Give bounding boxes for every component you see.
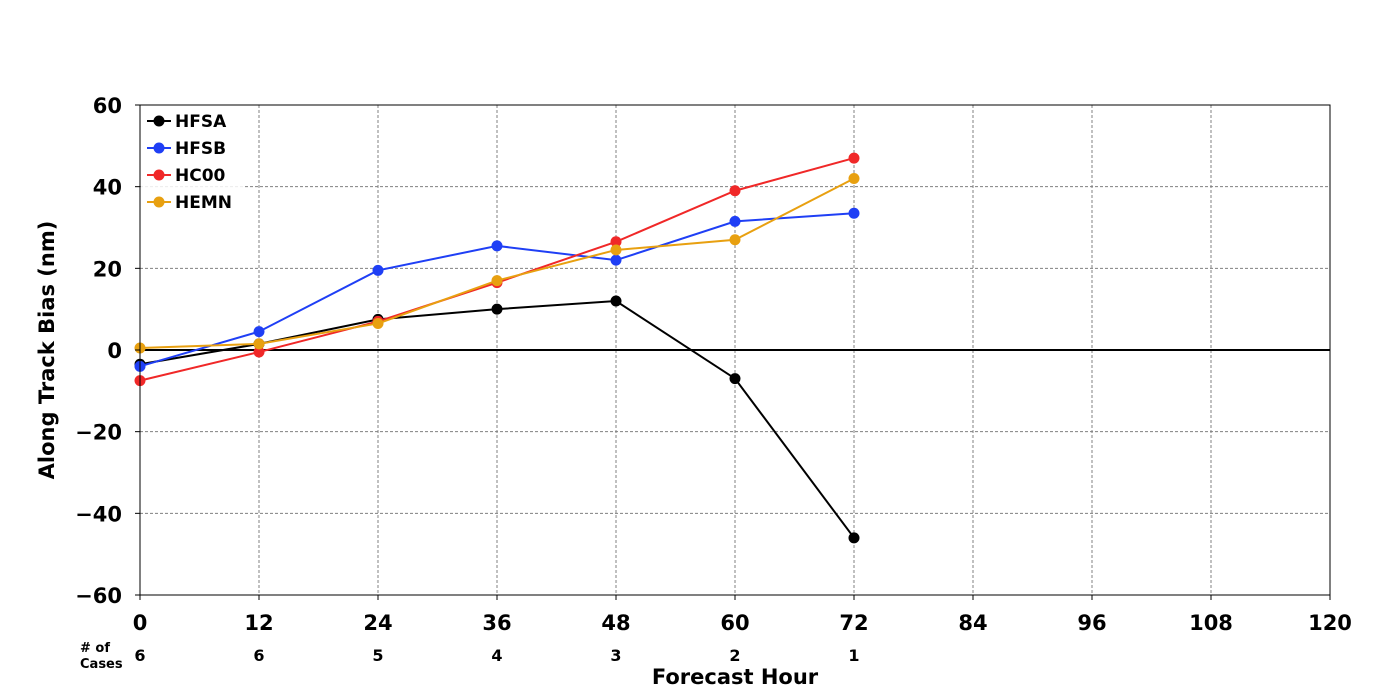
series-hemn xyxy=(134,173,860,354)
data-point xyxy=(610,295,622,307)
y-tick-label: 40 xyxy=(93,176,122,200)
legend-marker xyxy=(153,115,165,127)
legend-item-hemn: HEMN xyxy=(147,193,232,213)
data-point xyxy=(372,264,384,276)
data-point xyxy=(253,346,265,358)
y-tick-label: 0 xyxy=(107,339,122,363)
x-tick-label: 0 xyxy=(133,611,148,635)
cases-count: 4 xyxy=(491,646,502,665)
x-tick-label: 108 xyxy=(1189,611,1233,635)
y-axis-label: Along Track Bias (nm) xyxy=(35,221,59,480)
data-point xyxy=(848,532,860,544)
legend-label: HC00 xyxy=(175,166,226,186)
cases-count: 3 xyxy=(610,646,621,665)
cases-count: 6 xyxy=(253,646,264,665)
data-point xyxy=(729,185,741,197)
x-tick-label: 120 xyxy=(1308,611,1352,635)
data-point xyxy=(848,207,860,219)
cases-row: # of Cases 6 6 5 4 3 2 1 xyxy=(80,641,860,672)
legend: HFSA HFSB HC00 HEMN xyxy=(141,106,243,220)
legend-item-hfsb: HFSB xyxy=(147,139,226,159)
y-tick-label: 60 xyxy=(93,94,122,118)
y-tick-label: −60 xyxy=(75,584,122,608)
legend-marker xyxy=(153,142,165,154)
cases-count: 6 xyxy=(134,646,145,665)
x-axis-label: Forecast Hour xyxy=(652,665,819,689)
data-point xyxy=(491,240,503,252)
x-tick-label: 84 xyxy=(958,611,987,635)
data-point xyxy=(848,173,860,184)
data-point xyxy=(253,326,265,338)
x-tick-label: 48 xyxy=(601,611,630,635)
legend-item-hfsa: HFSA xyxy=(147,112,227,132)
data-point xyxy=(610,244,622,256)
data-point xyxy=(491,275,503,287)
legend-label: HFSA xyxy=(175,112,227,132)
x-tick-label: 96 xyxy=(1077,611,1106,635)
data-point xyxy=(253,338,265,350)
x-tick-label: 60 xyxy=(720,611,749,635)
data-point xyxy=(729,215,741,227)
data-point xyxy=(729,234,741,246)
cases-count: 5 xyxy=(372,646,383,665)
x-tick-label: 36 xyxy=(482,611,511,635)
data-point xyxy=(372,317,384,329)
series-layer xyxy=(134,152,860,544)
x-tick-label: 24 xyxy=(363,611,392,635)
legend-marker xyxy=(153,169,165,181)
cases-count: 2 xyxy=(729,646,740,665)
legend-item-hc00: HC00 xyxy=(147,166,226,186)
x-tick-label: 72 xyxy=(839,611,868,635)
y-tick-labels: 60 40 20 0 −20 −40 −60 xyxy=(75,94,140,608)
cases-label-line1: # of xyxy=(80,641,110,656)
cases-count: 1 xyxy=(848,646,859,665)
legend-label: HEMN xyxy=(175,193,232,213)
legend-label: HFSB xyxy=(175,139,226,159)
x-tick-label: 12 xyxy=(244,611,273,635)
series-hfsb xyxy=(134,207,860,372)
x-tick-labels: 0 12 24 36 48 60 72 84 96 108 120 xyxy=(133,595,1352,635)
y-tick-label: −40 xyxy=(75,502,122,526)
data-point xyxy=(491,303,503,315)
data-point xyxy=(610,236,622,248)
data-point xyxy=(848,152,860,164)
y-tick-label: −20 xyxy=(75,421,122,445)
legend-marker xyxy=(153,196,165,208)
data-point xyxy=(610,254,622,266)
y-tick-label: 20 xyxy=(93,257,122,281)
cases-label-line2: Cases xyxy=(80,657,123,672)
data-point xyxy=(729,373,741,385)
